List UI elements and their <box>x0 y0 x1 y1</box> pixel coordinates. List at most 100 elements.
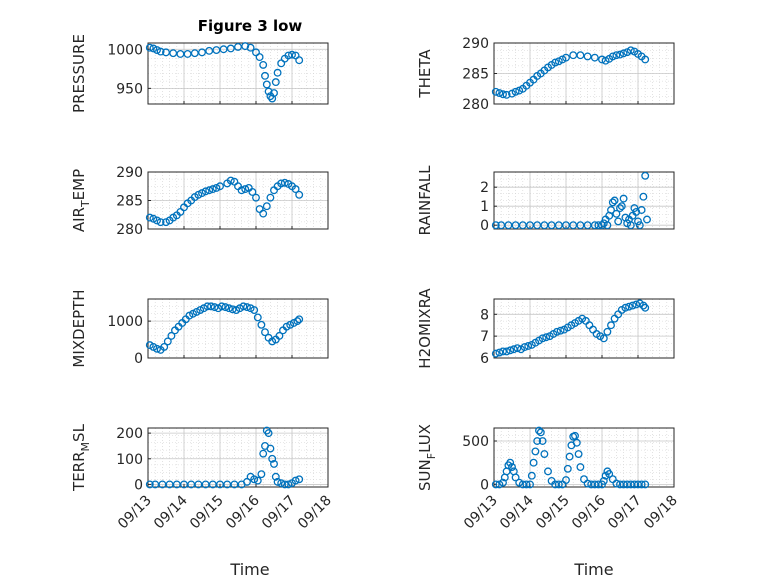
data-point <box>563 464 572 473</box>
y-tick-label: 100 <box>116 452 143 468</box>
y-axis-label: SUNFLUX <box>416 424 438 491</box>
data-point <box>261 328 269 337</box>
data-point <box>241 42 250 51</box>
data-point <box>153 344 161 353</box>
data-point <box>527 471 536 480</box>
x-axis-label-right: Time <box>573 560 613 579</box>
data-point <box>248 187 257 196</box>
y-tick-label: 1 <box>480 199 489 215</box>
data-point <box>616 204 624 213</box>
data-point <box>562 53 570 62</box>
data-point <box>590 53 599 62</box>
data-point <box>583 52 592 61</box>
data-point <box>271 472 280 481</box>
subplot-pressure: 950 1000 PRESSURE <box>70 34 329 113</box>
data-point <box>491 480 500 489</box>
data-point <box>499 347 507 356</box>
subplot-theta: 280 285 290 THETA <box>416 36 675 113</box>
data-point <box>253 476 262 485</box>
data-point <box>221 303 230 312</box>
data-point <box>280 178 289 187</box>
data-point <box>571 431 579 440</box>
data-point <box>271 78 280 87</box>
data-point <box>533 437 542 445</box>
x-axis-label-left: Time <box>229 560 269 579</box>
data-point <box>572 438 581 447</box>
data-point <box>641 171 650 180</box>
data-point <box>603 221 612 230</box>
data-point <box>553 327 561 336</box>
y-tick-label: 200 <box>116 426 143 442</box>
y-tick-label: 0 <box>134 351 143 367</box>
data-point <box>511 87 520 96</box>
data-point <box>153 46 161 54</box>
data-point <box>607 321 615 330</box>
data-point <box>625 302 633 311</box>
data-point <box>243 303 251 312</box>
data-point <box>643 215 651 224</box>
data-point <box>637 480 646 489</box>
data-point <box>295 475 304 484</box>
y-axis-label: H2OMIXRA <box>416 288 434 369</box>
data-point <box>169 49 178 58</box>
data-point <box>616 50 624 59</box>
data-point <box>612 51 621 60</box>
y-tick-label: 1000 <box>107 314 143 330</box>
data-point <box>257 470 266 479</box>
data-point <box>634 217 642 226</box>
data-point <box>246 43 255 52</box>
data-point <box>268 454 277 463</box>
data-point <box>513 344 522 353</box>
data-point <box>536 428 545 437</box>
data-point <box>226 176 235 185</box>
data-point <box>641 480 650 489</box>
data-point <box>291 185 300 194</box>
axes-box <box>147 298 329 359</box>
data-point <box>635 221 644 230</box>
y-tick-label: 290 <box>116 165 143 181</box>
data-point <box>556 326 565 335</box>
y-tick-label: 280 <box>462 97 489 113</box>
y-axis-label: RAINFALL <box>416 165 434 236</box>
data-point <box>499 478 507 487</box>
data-point <box>217 302 226 311</box>
data-point <box>639 301 648 310</box>
data-point <box>628 301 637 310</box>
data-point <box>259 209 268 218</box>
data-point <box>145 480 154 489</box>
data-point <box>621 303 630 312</box>
data-point <box>520 343 529 352</box>
data-point <box>219 45 228 54</box>
data-point <box>612 209 621 218</box>
data-point <box>149 44 158 53</box>
data-point <box>277 479 286 488</box>
y-tick-label: 8 <box>480 307 489 323</box>
data-point <box>241 185 250 194</box>
data-point <box>495 89 504 97</box>
figure-title: Figure 3 low <box>198 17 303 35</box>
y-tick-label: 285 <box>116 194 143 210</box>
data-point <box>491 349 500 358</box>
data-point <box>243 477 251 486</box>
data-point <box>538 437 547 445</box>
data-point <box>212 46 221 54</box>
data-point <box>540 450 549 458</box>
subplot-rainfall: 0 1 2 RAINFALL <box>416 165 675 236</box>
data-point <box>506 346 515 355</box>
data-point <box>203 302 212 311</box>
y-tick-label: 280 <box>116 222 143 238</box>
data-point <box>607 206 615 214</box>
data-point <box>594 480 603 489</box>
y-tick-label: 0 <box>134 477 143 493</box>
data-point <box>291 476 300 485</box>
data-point <box>574 450 583 458</box>
data-point <box>295 56 304 65</box>
data-point <box>542 333 551 342</box>
data-point <box>538 334 547 343</box>
data-point <box>228 305 237 314</box>
data-point <box>608 52 617 61</box>
subplot-air_temp: 280 285 290 AIRTEMP <box>70 165 329 238</box>
data-point <box>250 475 259 484</box>
y-axis-label: TERRMSL <box>70 423 92 492</box>
